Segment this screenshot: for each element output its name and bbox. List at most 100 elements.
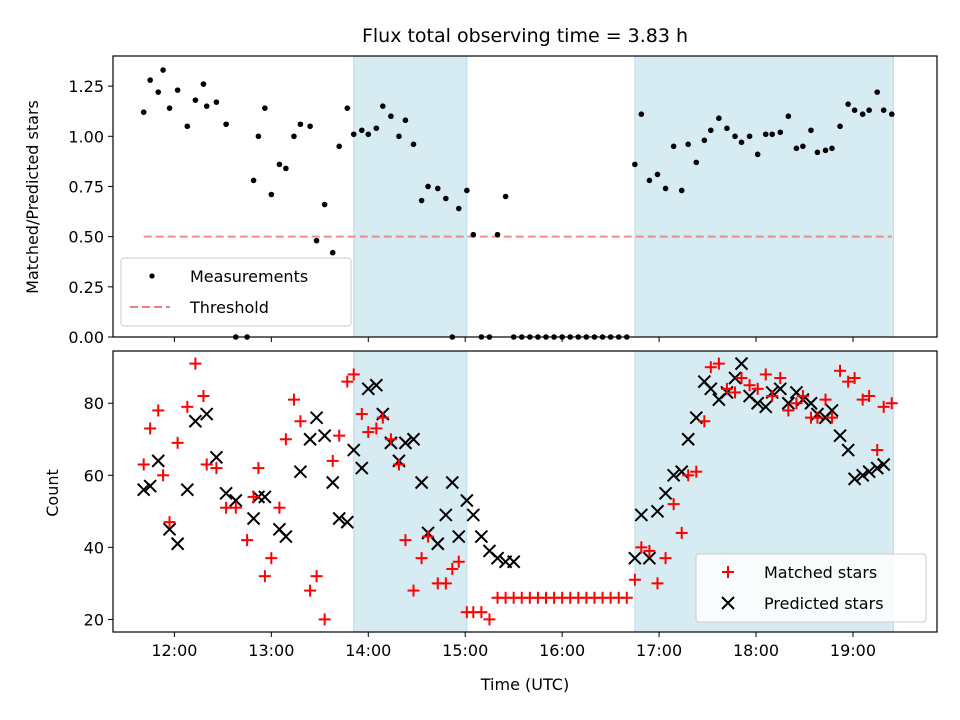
bottom-shaded-intervals — [353, 350, 894, 633]
predicted-star-marker — [332, 511, 346, 526]
matched-star-marker — [848, 372, 861, 385]
bottom-y-tick-label: 20 — [84, 610, 104, 629]
matched-star-marker — [189, 357, 202, 370]
measurement-point — [418, 197, 425, 204]
predicted-star-marker — [439, 508, 453, 522]
measurement-point — [192, 97, 199, 103]
matched-star-marker — [863, 390, 876, 403]
measurement-point — [851, 107, 858, 113]
measurement-point — [200, 81, 207, 87]
measurement-point — [455, 205, 462, 212]
measurement-point — [388, 113, 394, 120]
matched-star-marker — [712, 357, 725, 370]
matched-star-marker — [362, 426, 375, 439]
predicted-star-marker — [406, 432, 421, 446]
measurement-point — [213, 99, 220, 105]
measurement-point — [638, 111, 645, 118]
predicted-star-marker — [833, 428, 847, 443]
predicted-star-marker — [347, 443, 361, 457]
matched-star-marker — [252, 462, 265, 475]
measurement-point — [174, 87, 181, 93]
matched-star-marker — [310, 570, 323, 583]
matched-star-marker — [279, 433, 292, 446]
measurement-point — [147, 77, 153, 83]
measurement-point — [276, 161, 283, 168]
measurement-point — [255, 133, 262, 140]
measurement-point — [283, 165, 289, 172]
matched-star-marker — [370, 422, 383, 435]
measurement-point — [140, 109, 147, 115]
legend-matched-label: Matched stars — [764, 563, 877, 582]
predicted-star-marker — [642, 551, 657, 565]
predicted-star-marker — [466, 508, 481, 522]
predicted-star-marker — [136, 482, 151, 497]
measurement-point — [662, 185, 669, 192]
matched-star-marker — [735, 372, 748, 385]
measurement-point — [329, 249, 336, 256]
predicted-star-marker — [841, 443, 855, 457]
measurement-point — [268, 191, 275, 198]
measurement-point — [344, 105, 351, 111]
matched-star-marker — [811, 411, 824, 424]
predicted-star-marker — [229, 493, 243, 508]
measurement-point — [291, 133, 297, 140]
predicted-star-marker — [855, 468, 870, 482]
predicted-star-marker — [634, 508, 649, 522]
matched-star-marker — [628, 573, 641, 586]
measurement-point — [410, 141, 417, 148]
predicted-star-marker — [209, 450, 224, 464]
measurement-point — [396, 133, 402, 140]
matched-star-marker — [384, 433, 397, 446]
matched-star-marker — [258, 570, 271, 583]
measurement-point — [359, 127, 365, 134]
top-y-tick-label: 1.00 — [68, 127, 104, 146]
matched-star-marker — [635, 541, 648, 554]
predicted-star-marker — [452, 529, 466, 544]
matched-star-marker — [210, 462, 223, 475]
measurement-point — [223, 121, 229, 128]
measurement-point — [494, 231, 501, 238]
measurement-point — [336, 143, 342, 150]
measurement-point — [754, 151, 761, 158]
matched-star-marker — [304, 584, 317, 597]
legend-measurements-swatch — [149, 273, 155, 279]
measurement-point — [777, 129, 784, 136]
matched-star-marker — [157, 469, 170, 482]
matched-star-marker — [137, 458, 150, 471]
top-shaded-interval-1 — [353, 55, 468, 338]
predicted-star-marker — [759, 400, 773, 414]
matched-star-marker — [704, 361, 717, 374]
matched-star-marker — [318, 613, 331, 626]
matched-star-marker — [774, 372, 787, 385]
measurement-point — [708, 127, 714, 134]
measurement-point — [160, 67, 166, 73]
bottom-axes-frame — [112, 350, 938, 633]
predicted-star-marker — [326, 475, 340, 490]
measurement-point — [654, 171, 661, 178]
bottom-legend: Matched stars Predicted stars — [695, 553, 927, 623]
predicted-star-marker — [704, 382, 718, 396]
matched-star-marker — [856, 393, 869, 406]
bottom-y-tick-label: 40 — [84, 538, 104, 557]
predicted-star-marker — [681, 432, 695, 446]
matched-star-marker — [834, 364, 847, 377]
predicted-star-marker — [728, 371, 742, 385]
matched-star-marker — [144, 422, 157, 435]
predicted-star-marker — [734, 356, 749, 371]
matched-star-marker — [197, 390, 210, 403]
measurement-point — [829, 145, 835, 152]
predicted-star-marker — [876, 457, 891, 472]
measurement-point — [685, 141, 691, 148]
measurement-point — [837, 123, 843, 130]
matched-star-marker — [326, 454, 339, 467]
predicted-star-marker — [279, 529, 293, 544]
matched-star-marker — [885, 397, 898, 410]
matched-star-marker — [171, 436, 184, 449]
top-y-tick-label: 0.50 — [68, 228, 104, 247]
chart-title: Flux total observing time = 3.83 h — [362, 25, 688, 47]
measurement-point — [313, 237, 320, 244]
measurement-point — [724, 125, 730, 132]
matched-star-marker — [376, 411, 389, 424]
top-y-tick-label: 0.75 — [68, 177, 104, 196]
